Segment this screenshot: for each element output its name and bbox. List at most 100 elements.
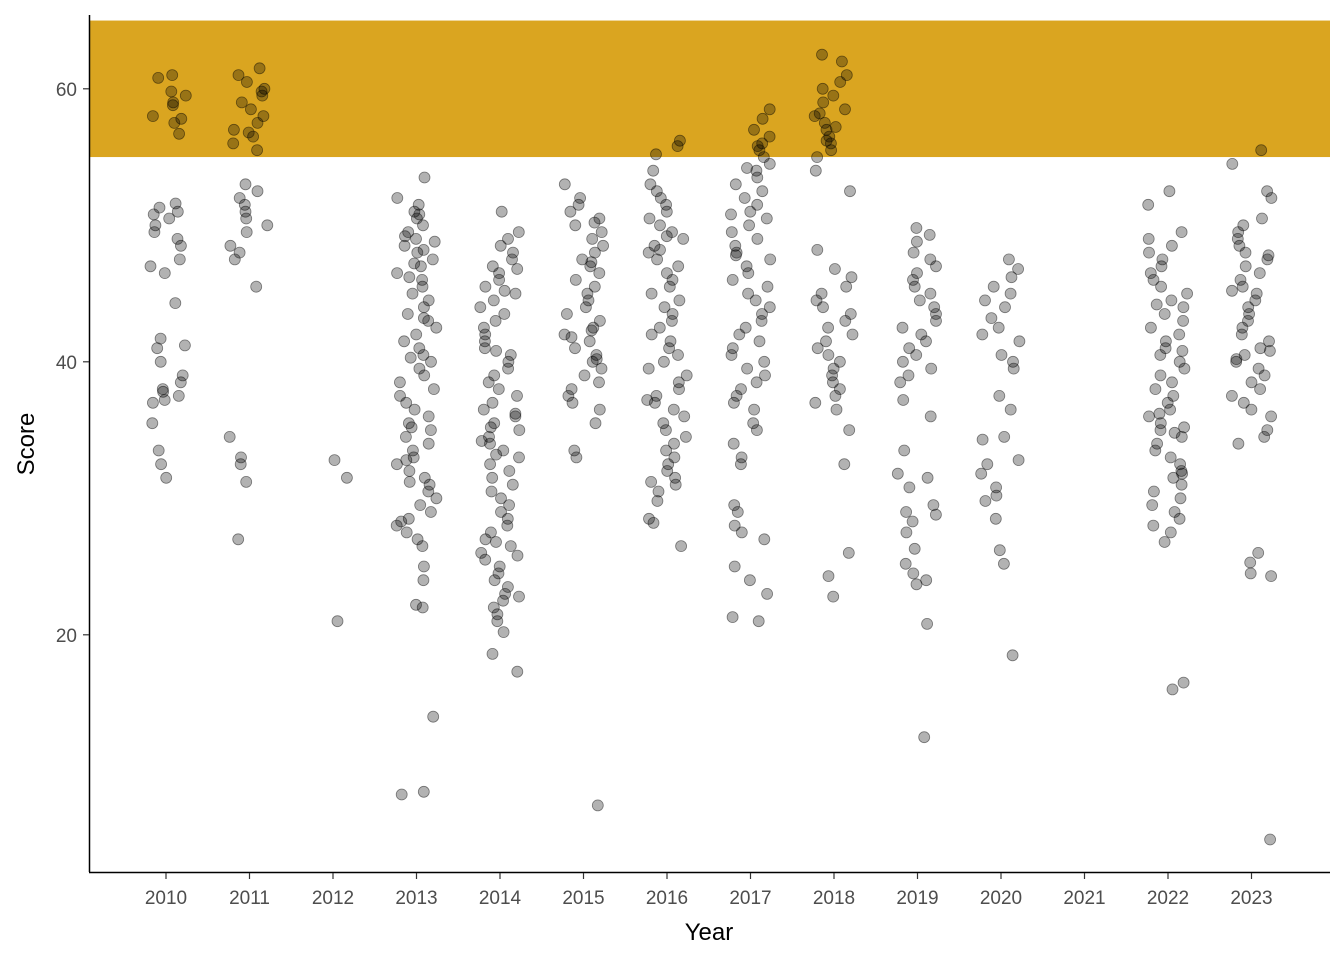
data-point-2014 — [495, 506, 507, 518]
data-point-2019 — [910, 349, 923, 361]
data-point-2016 — [674, 134, 686, 147]
data-point-2014 — [497, 444, 510, 457]
data-point-2017 — [728, 499, 741, 512]
data-point-2014 — [479, 553, 492, 566]
data-point-2013 — [416, 280, 429, 293]
data-point-2018 — [815, 287, 828, 300]
data-point-2013 — [411, 246, 424, 259]
data-point-2015 — [569, 342, 581, 355]
data-point-2020 — [999, 301, 1011, 314]
data-point-2013 — [398, 239, 411, 252]
data-point-2016 — [641, 394, 654, 406]
data-point-2019 — [930, 260, 942, 273]
data-point-2011 — [227, 137, 240, 150]
data-point-2014 — [501, 581, 514, 593]
data-point-2016 — [672, 376, 685, 389]
data-point-2017 — [742, 287, 754, 300]
data-point-2022 — [1158, 308, 1171, 320]
data-point-2022 — [1177, 301, 1190, 314]
data-point-2013 — [408, 257, 421, 270]
data-point-2022 — [1142, 198, 1155, 211]
data-point-2013 — [393, 376, 406, 389]
data-point-2016 — [666, 314, 678, 327]
data-point-2017 — [747, 417, 760, 430]
data-point-2018 — [829, 263, 841, 275]
data-point-2022 — [1173, 328, 1186, 341]
data-point-2023 — [1239, 246, 1252, 259]
data-point-2016 — [673, 294, 686, 307]
data-point-2017 — [753, 144, 766, 157]
data-point-2018 — [844, 308, 857, 320]
data-point-2013 — [400, 526, 413, 539]
data-point-2015 — [590, 349, 603, 361]
data-point-2014 — [509, 410, 522, 423]
data-point-2017 — [764, 253, 777, 266]
data-point-2016 — [658, 301, 671, 314]
data-point-2017 — [756, 308, 768, 320]
data-point-2015 — [565, 383, 578, 396]
data-point-2014 — [491, 608, 504, 621]
data-point-2014 — [477, 403, 490, 416]
data-point-2022 — [1178, 421, 1190, 434]
data-point-2022 — [1164, 526, 1177, 539]
data-point-2016 — [660, 230, 673, 243]
data-point-2015 — [580, 301, 592, 314]
data-point-2013 — [430, 321, 443, 334]
data-point-2013 — [408, 205, 421, 218]
data-point-2010 — [173, 253, 186, 266]
data-point-2016 — [660, 205, 673, 218]
data-point-2010 — [146, 110, 159, 122]
data-point-2013 — [422, 485, 435, 498]
data-point-2014 — [490, 344, 503, 357]
data-point-2015 — [578, 369, 591, 382]
x-tick-label: 2010 — [145, 888, 187, 909]
data-point-2023 — [1252, 362, 1265, 375]
data-point-2015 — [583, 335, 596, 348]
data-point-2015 — [558, 178, 571, 191]
data-point-2017 — [755, 314, 768, 327]
data-point-2013 — [404, 351, 417, 364]
data-point-2023 — [1250, 287, 1263, 300]
data-point-2015 — [570, 451, 583, 464]
data-point-2022 — [1175, 226, 1188, 239]
data-point-2015 — [588, 216, 601, 229]
data-point-2015 — [593, 267, 606, 280]
data-point-2010 — [168, 117, 181, 129]
data-point-2012 — [328, 454, 341, 467]
data-point-2013 — [427, 383, 440, 396]
data-point-2022 — [1145, 321, 1157, 334]
data-point-2013 — [400, 396, 413, 409]
data-point-2016 — [650, 148, 662, 161]
data-point-2017 — [763, 301, 776, 314]
y-tick-label: 20 — [56, 626, 77, 647]
data-point-2014 — [503, 499, 516, 512]
data-point-2017 — [751, 424, 763, 437]
data-point-2014 — [486, 260, 499, 273]
data-point-2011 — [258, 82, 271, 95]
data-point-2011 — [232, 533, 245, 546]
data-point-2014 — [499, 588, 512, 600]
data-point-2022 — [1166, 376, 1178, 389]
data-point-2014 — [497, 594, 510, 607]
data-point-2014 — [502, 362, 515, 375]
data-point-2022 — [1155, 280, 1167, 293]
data-point-2018 — [822, 321, 834, 334]
data-point-2015 — [574, 192, 586, 204]
data-point-2014 — [498, 308, 511, 320]
data-point-2017 — [757, 151, 770, 164]
data-point-2016 — [664, 335, 677, 348]
data-point-2016 — [672, 349, 684, 361]
data-point-2018 — [829, 121, 842, 133]
data-point-2022 — [1143, 246, 1155, 259]
data-point-2016 — [642, 246, 655, 259]
data-point-2023 — [1256, 212, 1268, 225]
data-point-2017 — [763, 157, 776, 170]
data-point-2018 — [834, 383, 846, 396]
data-point-2015 — [595, 226, 608, 239]
data-point-2016 — [668, 437, 680, 450]
data-point-2018 — [825, 137, 837, 150]
data-point-2013 — [402, 226, 415, 239]
data-point-2010 — [151, 342, 164, 355]
data-point-2022 — [1166, 683, 1179, 696]
data-point-2018 — [830, 403, 843, 416]
